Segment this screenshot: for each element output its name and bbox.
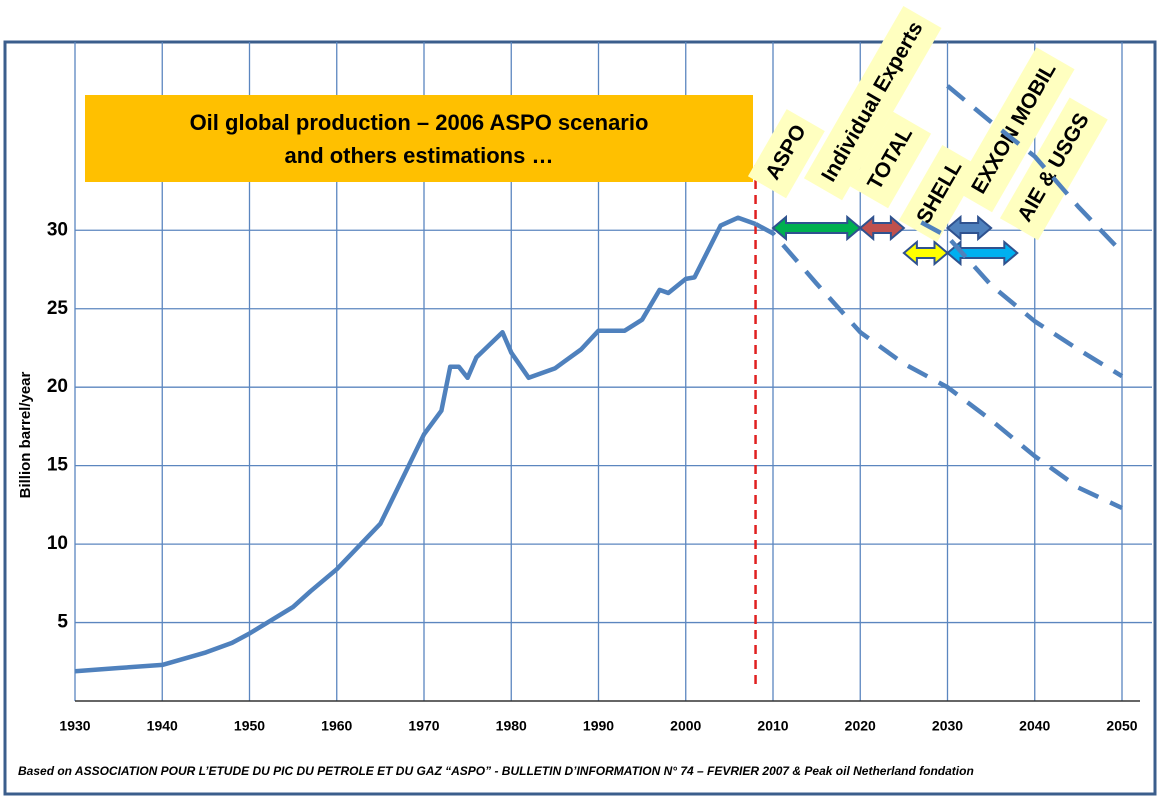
- label-box: [953, 47, 1075, 213]
- x-tick-label: 1930: [59, 718, 90, 734]
- y-tick-label: 15: [47, 455, 69, 476]
- title-box: [85, 95, 753, 182]
- label-box: [898, 144, 981, 243]
- x-tick-label: 1960: [321, 718, 352, 734]
- x-tick-label: 1980: [496, 718, 527, 734]
- label-box: [849, 111, 932, 209]
- series-line: [74, 215, 757, 674]
- series-line: [946, 84, 1124, 254]
- range-arrow: [945, 214, 993, 242]
- y-tick-label: 20: [47, 376, 68, 397]
- series-line: [754, 222, 1123, 511]
- x-tick-label: 1990: [583, 718, 614, 734]
- y-axis-label: Billion barrel/year: [17, 371, 34, 498]
- x-tick-label: 2050: [1106, 718, 1137, 734]
- range-arrow: [858, 214, 906, 242]
- label-box: [747, 109, 825, 199]
- series-line: [920, 220, 1124, 379]
- y-tick-label: 5: [57, 612, 68, 633]
- chart-title: and others estimations …: [285, 143, 554, 168]
- x-tick-label: 2040: [1019, 718, 1050, 734]
- y-tick-label: 30: [47, 219, 68, 240]
- x-tick-label: 2020: [845, 718, 876, 734]
- label-box: [803, 5, 942, 201]
- x-tick-label: 2000: [670, 718, 701, 734]
- x-tick-label: 1940: [147, 718, 178, 734]
- x-tick-label: 1970: [408, 718, 439, 734]
- x-tick-label: 2030: [932, 718, 963, 734]
- y-tick-label: 25: [47, 298, 69, 319]
- footnote: Based on ASSOCIATION POUR L’ETUDE DU PIC…: [18, 764, 974, 778]
- range-arrow: [945, 239, 1019, 267]
- y-tick-label: 10: [47, 533, 68, 554]
- label-box: [999, 97, 1108, 241]
- x-tick-label: 1950: [234, 718, 265, 734]
- chart-title: Oil global production – 2006 ASPO scenar…: [190, 110, 649, 135]
- x-tick-label: 2010: [757, 718, 788, 734]
